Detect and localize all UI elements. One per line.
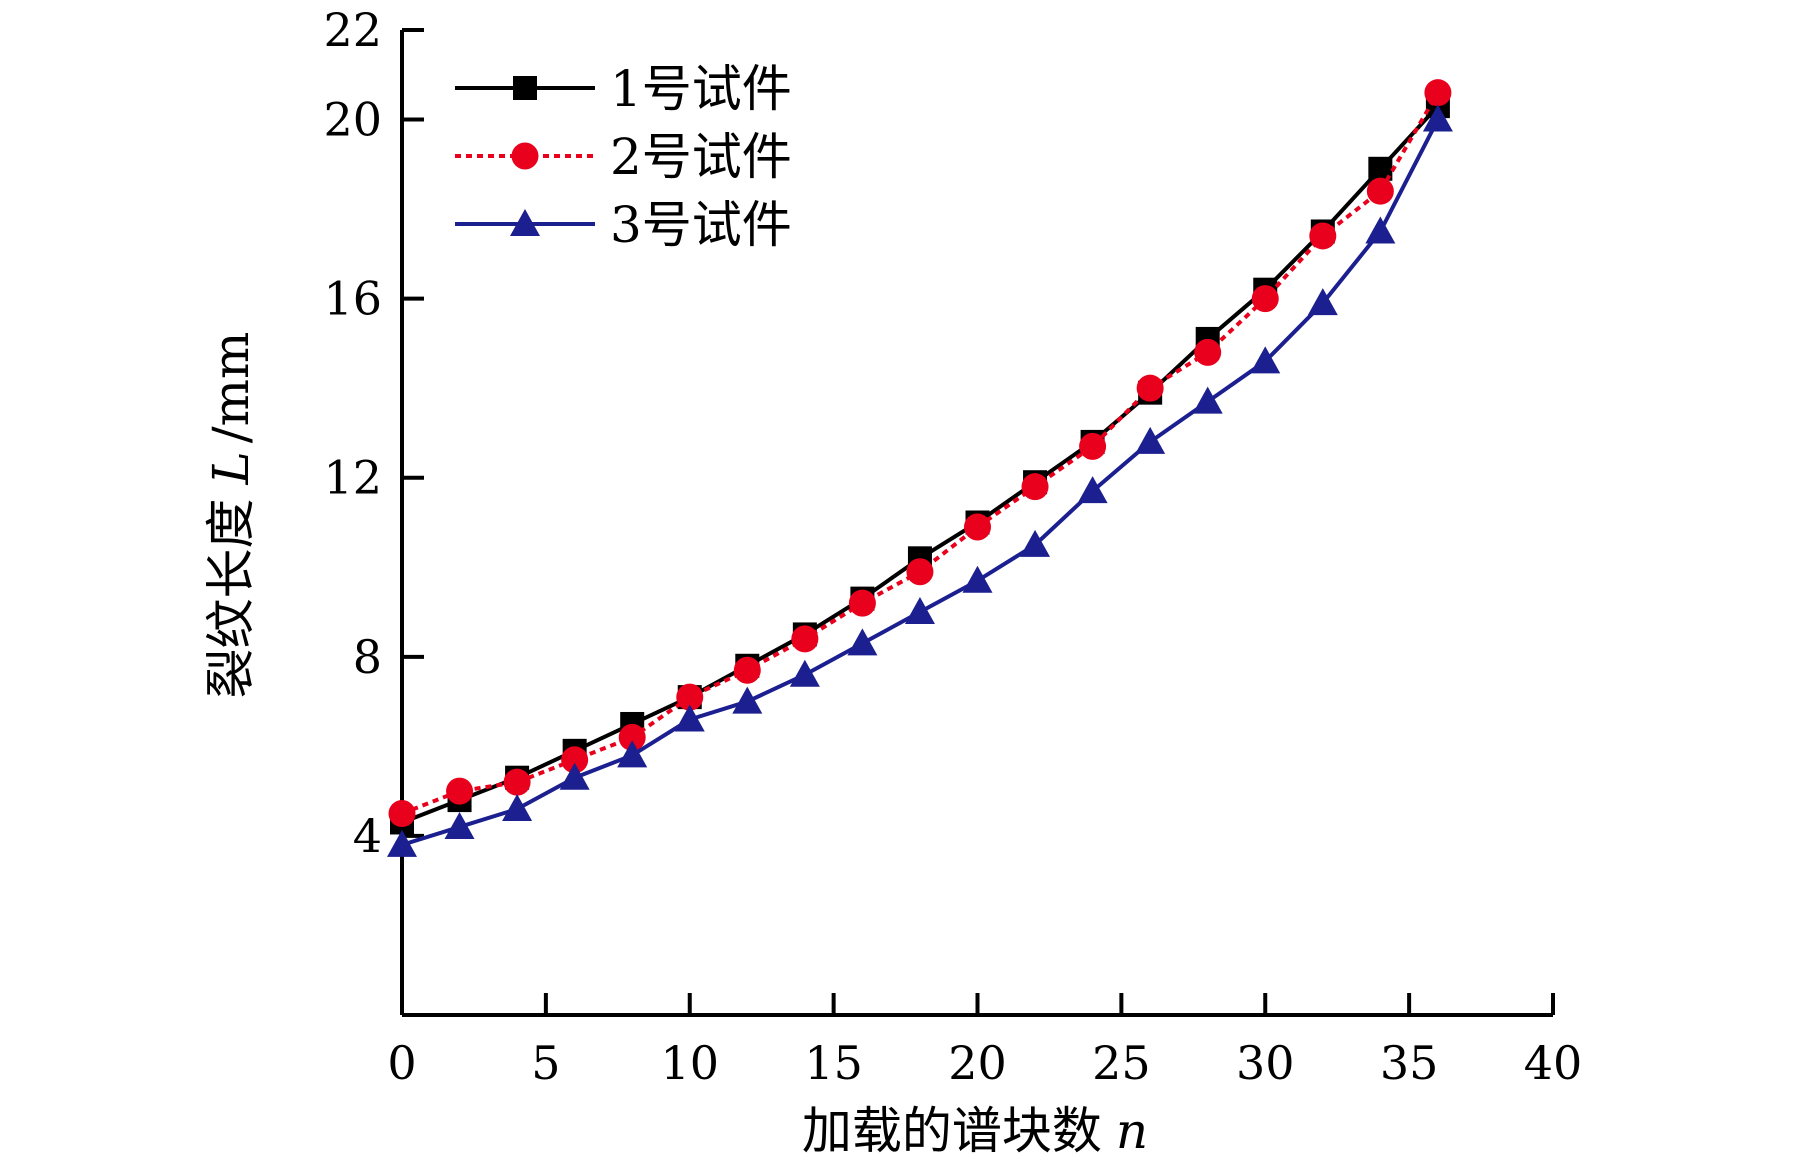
y-tick-label: 12 — [323, 451, 382, 505]
data-point — [847, 628, 878, 656]
data-point — [791, 625, 819, 653]
y-axis-title-text: 裂纹长度 — [202, 498, 260, 698]
data-point — [617, 740, 648, 768]
x-tick-label: 20 — [948, 1036, 1007, 1090]
data-point — [1021, 473, 1049, 501]
data-point — [388, 800, 416, 828]
legend-marker — [510, 209, 540, 236]
series-line — [401, 118, 1440, 847]
x-tick-label: 25 — [1092, 1036, 1151, 1090]
x-tick-label: 0 — [387, 1036, 416, 1090]
y-tick-label: 4 — [353, 809, 382, 863]
data-point — [964, 513, 991, 541]
series-1 — [390, 94, 1450, 835]
x-axis-ticks: 0 5 10 15 20 25 30 35 40 — [387, 993, 1582, 1090]
data-point — [446, 777, 474, 805]
data-point — [1135, 426, 1166, 454]
data-point — [733, 656, 761, 684]
data-point — [561, 746, 589, 774]
data-point — [618, 723, 646, 751]
data-point — [444, 811, 475, 839]
legend-label: 3号试件 — [610, 196, 792, 254]
data-point — [1307, 288, 1338, 316]
x-tick-label: 5 — [531, 1036, 560, 1090]
legend-marker — [511, 142, 539, 170]
legend-label: 2号试件 — [610, 128, 792, 186]
data-point — [1365, 216, 1396, 244]
y-tick-label: 16 — [323, 272, 382, 326]
x-axis-title-var: n — [1116, 1102, 1148, 1160]
y-axis-ticks: 4 8 12 16 20 22 — [323, 3, 424, 863]
data-point — [1422, 104, 1453, 132]
data-point — [1250, 346, 1281, 374]
x-tick-label: 35 — [1380, 1036, 1439, 1090]
legend-item: 1号试件 — [455, 60, 792, 118]
data-point — [906, 558, 934, 586]
data-point — [1077, 476, 1108, 504]
x-tick-label: 30 — [1236, 1036, 1295, 1090]
data-point — [848, 589, 876, 617]
data-point — [502, 794, 533, 822]
y-axis-title: 裂纹长度 L/mm — [202, 332, 260, 699]
x-tick-label: 10 — [660, 1036, 719, 1090]
y-axis-title-unit: /mm — [202, 332, 260, 444]
legend: 1号试件 2号试件 3号试件 — [455, 60, 792, 254]
x-tick-label: 15 — [804, 1036, 863, 1090]
x-axis-title: 加载的谱块数 n — [802, 1102, 1148, 1160]
series-3 — [387, 104, 1453, 857]
legend-label: 1号试件 — [610, 60, 792, 118]
series-2 — [388, 79, 1452, 828]
x-axis-title-text: 加载的谱块数 — [802, 1102, 1102, 1160]
data-point — [962, 565, 993, 593]
legend-marker — [513, 76, 537, 100]
data-point — [559, 762, 590, 790]
data-point — [1424, 79, 1452, 107]
y-axis-title-var: L — [202, 451, 260, 485]
legend-item: 2号试件 — [455, 128, 792, 186]
data-point — [676, 683, 704, 711]
x-tick-label: 40 — [1524, 1036, 1583, 1090]
data-point — [674, 704, 705, 732]
y-tick-label: 8 — [353, 630, 382, 684]
data-point — [387, 829, 417, 857]
data-point — [789, 659, 820, 687]
data-point — [1366, 177, 1394, 205]
data-point — [1020, 529, 1051, 557]
y-tick-label: 22 — [323, 3, 382, 57]
data-point — [1309, 222, 1337, 250]
data-point — [732, 686, 763, 714]
series-line — [401, 91, 1440, 816]
legend-item: 3号试件 — [455, 196, 792, 254]
data-point — [904, 597, 935, 625]
data-point — [1251, 285, 1279, 313]
series-layer — [387, 79, 1453, 857]
data-point — [503, 768, 531, 796]
data-point — [1194, 338, 1222, 366]
data-point — [1136, 374, 1164, 402]
series-line — [401, 104, 1440, 825]
data-point — [1079, 432, 1107, 460]
data-point — [1192, 386, 1223, 414]
y-tick-label: 20 — [323, 93, 382, 147]
